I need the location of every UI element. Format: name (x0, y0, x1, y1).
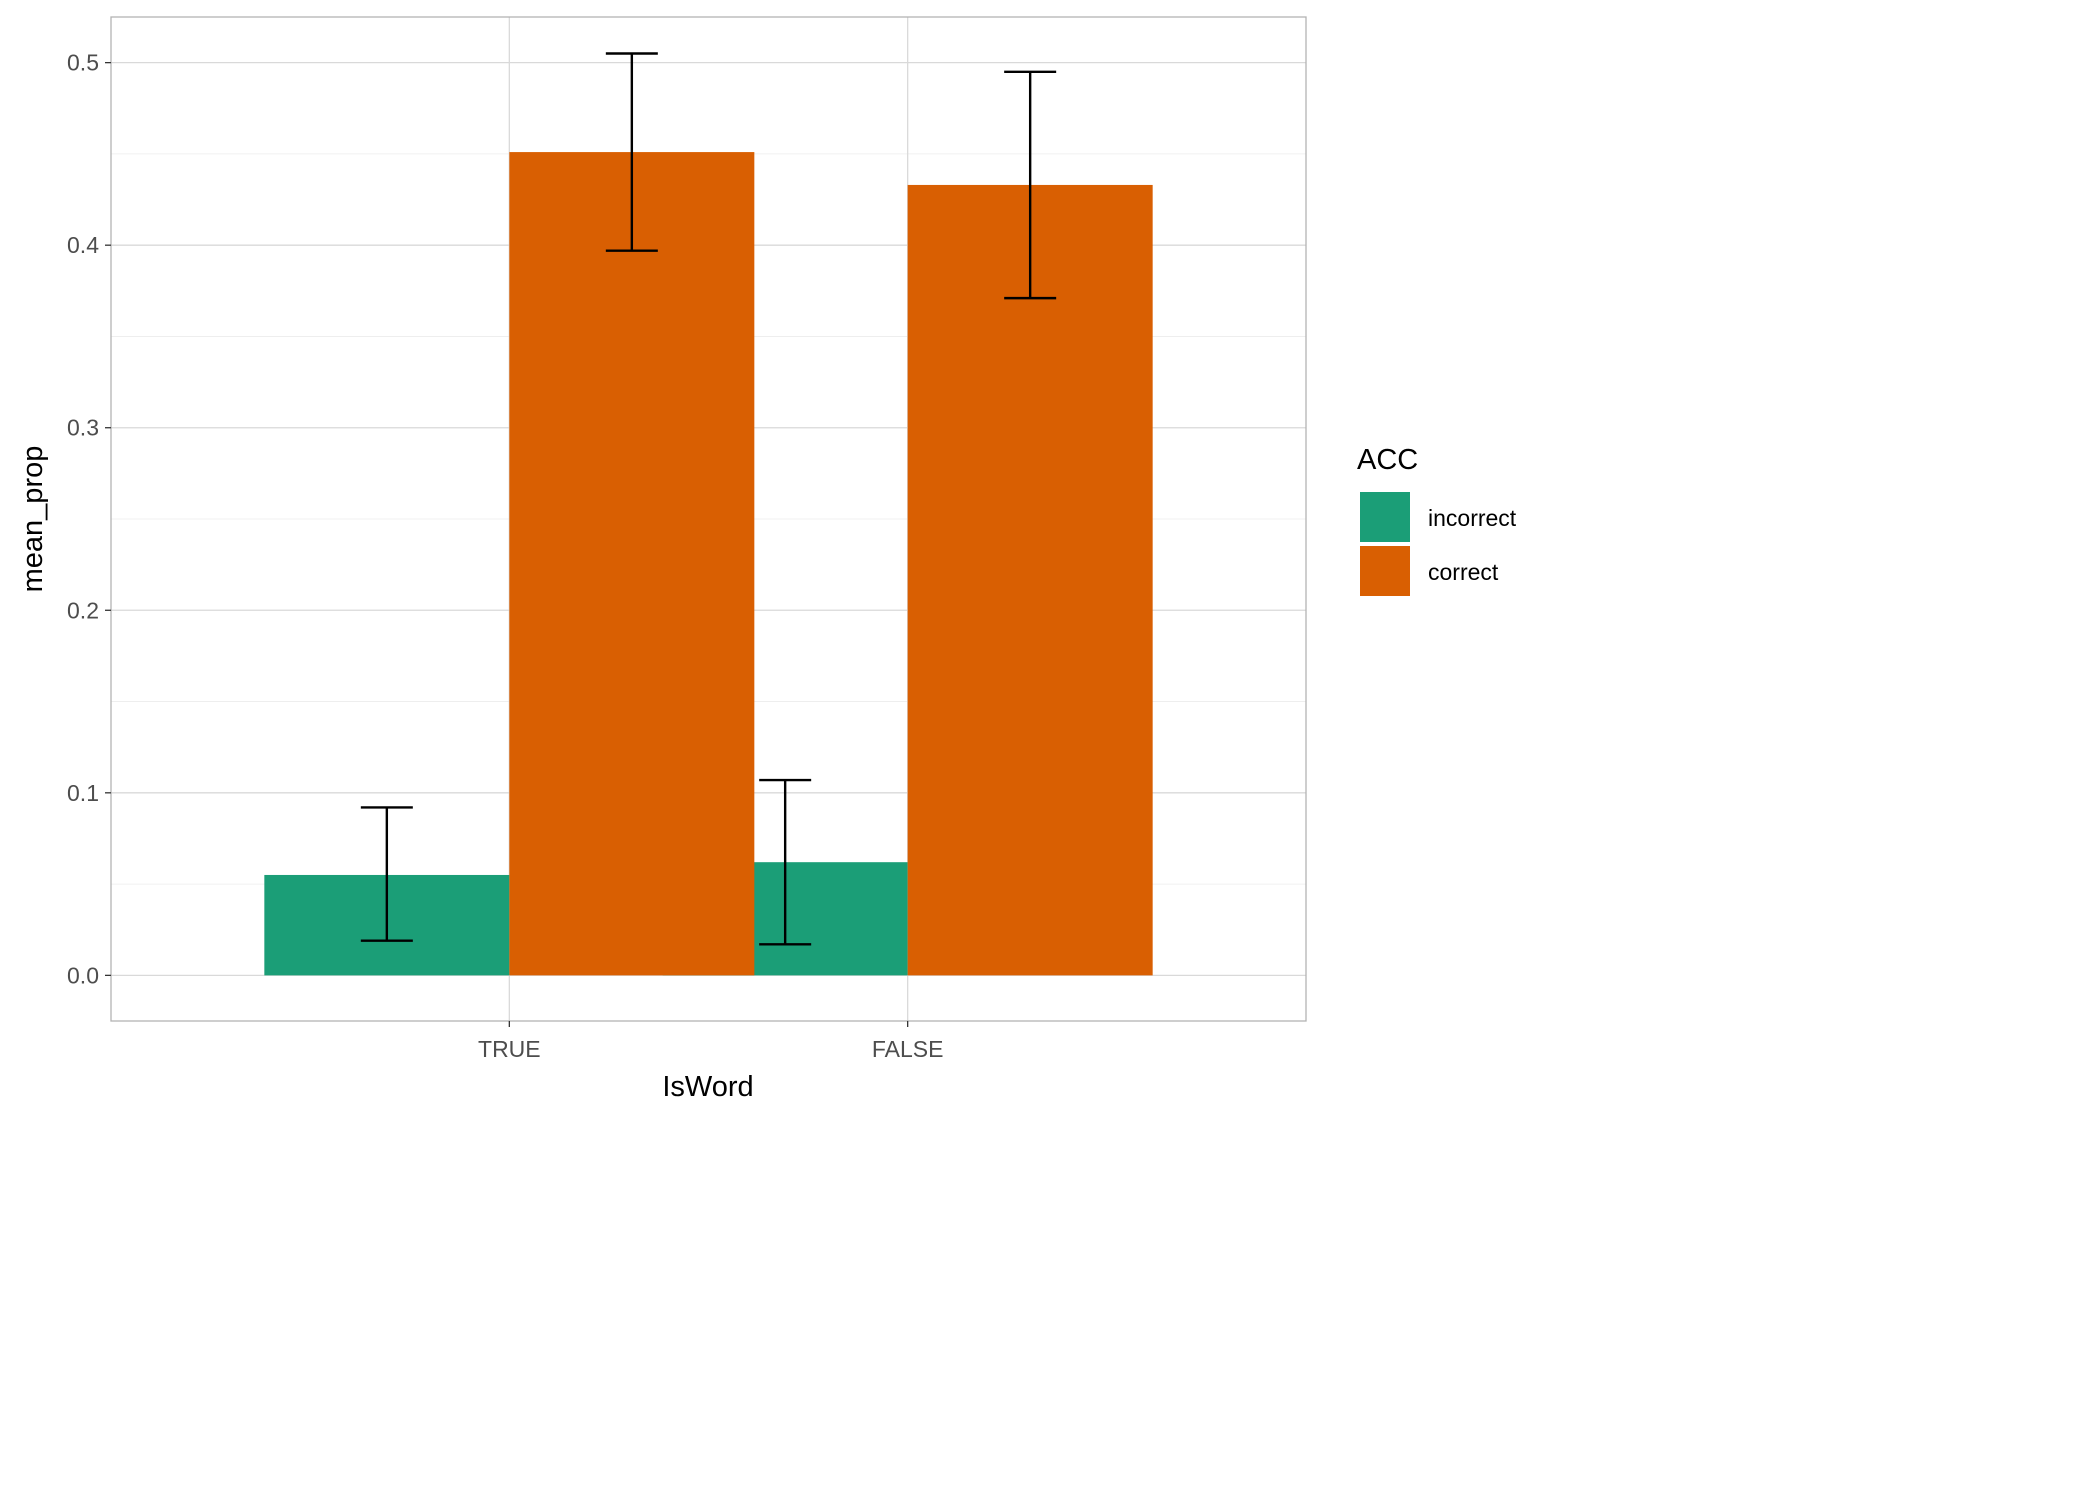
y-axis-ticks: 0.0 0.1 0.2 0.3 0.4 0.5 (67, 50, 111, 988)
x-tick-label: FALSE (872, 1036, 944, 1062)
bar-correct-false (907, 184, 1153, 976)
panel-border (110, 16, 1307, 1022)
legend: ACC incorrect correct (1357, 444, 1517, 596)
legend-key-correct (1360, 546, 1410, 596)
error-bars (360, 52, 1057, 946)
bar-correct-true (509, 152, 755, 976)
x-axis-ticks: TRUE FALSE (478, 1021, 943, 1062)
bar-chart: 0.0 0.1 0.2 0.3 0.4 0.5 TRUE FALSE IsWord mean… (17, 16, 1517, 1103)
y-axis-title: mean_prop (17, 446, 49, 593)
y-tick-label: 0.3 (67, 415, 99, 441)
legend-key-incorrect (1360, 492, 1410, 542)
y-tick-label: 0.1 (67, 780, 99, 806)
y-tick-label: 0.5 (67, 50, 99, 76)
legend-label-correct: correct (1428, 559, 1499, 585)
y-tick-label: 0.0 (67, 962, 99, 988)
x-axis-title: IsWord (662, 1071, 753, 1103)
y-tick-label: 0.4 (67, 232, 99, 258)
legend-title: ACC (1357, 444, 1418, 476)
legend-label-incorrect: incorrect (1428, 505, 1517, 531)
y-tick-label: 0.2 (67, 597, 99, 623)
x-tick-label: TRUE (478, 1036, 541, 1062)
